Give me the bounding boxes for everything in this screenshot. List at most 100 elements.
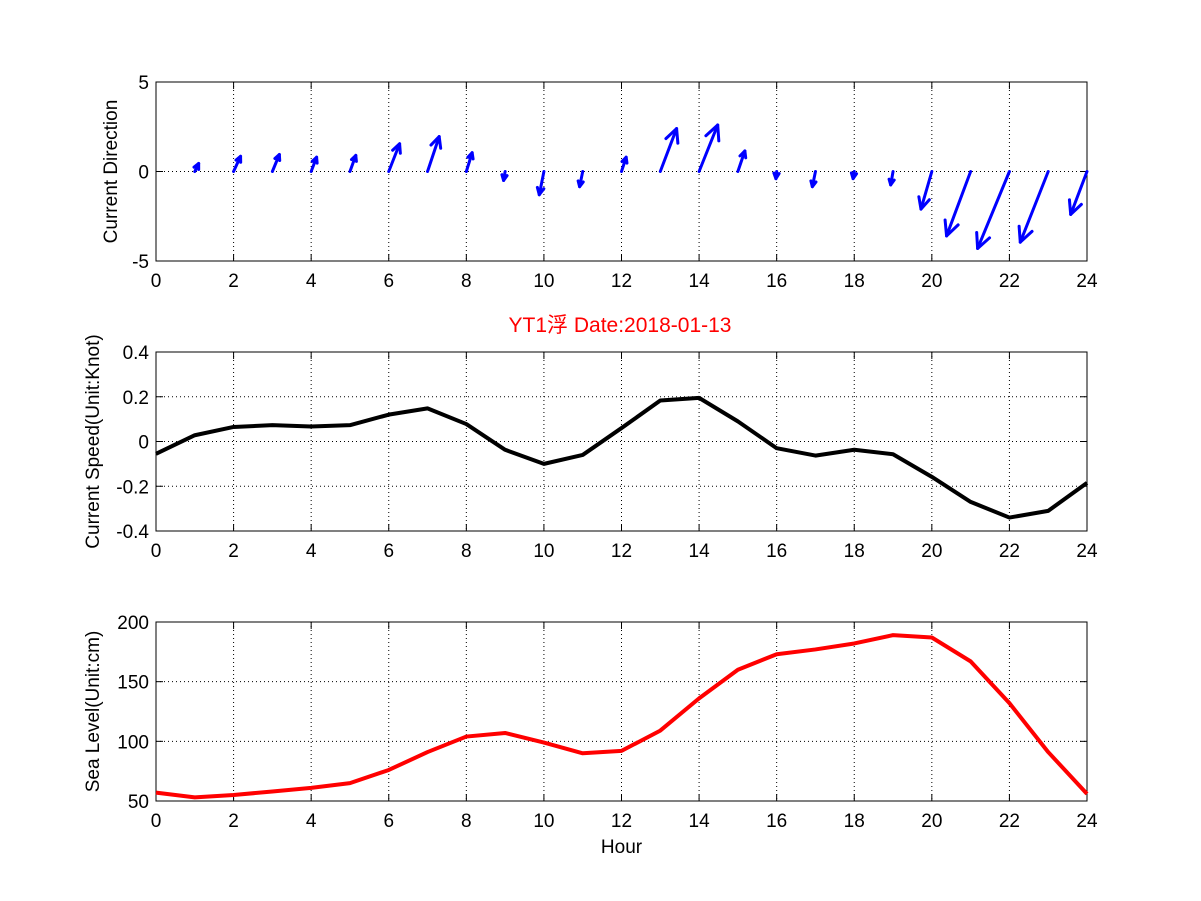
x-tick-label: 0	[151, 271, 162, 292]
arrow-head	[273, 152, 282, 162]
arrow-shaft	[537, 170, 546, 197]
chart-title: YT1浮 Date:2018-01-13	[509, 314, 732, 337]
arrow-head	[234, 154, 243, 164]
x-tick-label: 10	[533, 541, 554, 562]
quiver-arrow	[809, 170, 818, 189]
quiver-arrow	[309, 155, 319, 173]
arrow-head	[975, 230, 992, 250]
x-tick-label: 12	[611, 271, 632, 292]
arrow-head	[738, 149, 748, 160]
x-tick-label: 24	[1076, 271, 1098, 292]
y-tick-label: -0.4	[116, 522, 149, 543]
arrow-head	[809, 179, 818, 189]
quiver-arrow	[576, 170, 585, 189]
x-tick-label: 16	[766, 811, 787, 832]
arrow-head	[1017, 224, 1034, 244]
arrow-head	[704, 123, 721, 143]
quiver-arrow	[1067, 170, 1089, 216]
quiver-arrow	[464, 151, 475, 173]
x-tick-label: 20	[921, 271, 942, 292]
quiver-arrow	[348, 153, 358, 173]
arrow-head	[535, 185, 546, 197]
y-tick-label: 100	[117, 732, 149, 753]
x-tick-label: 16	[766, 271, 787, 292]
x-tick-label: 8	[461, 811, 472, 832]
x-tick-label: 4	[306, 271, 317, 292]
arrow-head	[466, 151, 475, 161]
arrow-shaft	[697, 123, 720, 173]
quiver-arrow	[535, 170, 546, 197]
quiver-arrow	[697, 123, 721, 173]
x-axis-label: Hour	[601, 837, 643, 858]
quiver-arrow	[849, 170, 859, 181]
arrow-head	[887, 177, 896, 187]
arrow-head	[664, 127, 680, 145]
x-tick-label: 16	[766, 541, 787, 562]
quiver-arrow	[270, 152, 282, 173]
x-tick-label: 18	[844, 271, 865, 292]
x-tick-label: 10	[533, 811, 554, 832]
quiver-arrow	[426, 135, 443, 173]
x-tick-label: 24	[1076, 541, 1098, 562]
arrow-shaft	[736, 149, 747, 173]
arrow-head	[620, 155, 629, 165]
arrow-shaft	[1069, 170, 1089, 216]
x-tick-label: 2	[228, 811, 239, 832]
y-axis-label: Current Speed(Unit:Knot)	[83, 334, 104, 548]
x-tick-label: 4	[306, 811, 317, 832]
speed-axes: 0 2 4 6 8 10 12 14 16 18 20 22 24-0.4-0.200.20.4Curr…	[83, 334, 1098, 562]
y-tick-label: 150	[117, 673, 149, 694]
arrow-shaft	[1018, 170, 1050, 244]
x-tick-label: 12	[611, 811, 632, 832]
x-tick-label: 22	[999, 811, 1020, 832]
x-tick-label: 6	[383, 811, 394, 832]
arrow-head	[943, 218, 960, 238]
quiver-arrow	[658, 127, 680, 173]
x-tick-label: 0	[151, 541, 162, 562]
y-tick-label: -5	[132, 252, 149, 273]
arrow-shaft	[919, 170, 934, 211]
arrow-head	[391, 142, 402, 155]
x-tick-label: 24	[1076, 811, 1098, 832]
arrow-head	[1067, 198, 1083, 216]
sealevel-series-line	[155, 633, 1089, 800]
y-tick-label: 5	[138, 73, 149, 94]
arrow-head	[310, 155, 319, 165]
quiver-arrow	[772, 170, 781, 181]
y-tick-label: 50	[128, 792, 149, 813]
arrow-shaft	[426, 135, 441, 173]
speed-series-line	[155, 395, 1089, 520]
quiver-arrow	[887, 170, 896, 187]
arrow-head	[192, 161, 201, 171]
arrow-head	[917, 195, 931, 211]
quiver-arrow	[620, 155, 629, 173]
x-tick-label: 22	[999, 271, 1020, 292]
x-tick-label: 0	[151, 811, 162, 832]
quiver-arrow	[917, 170, 934, 211]
x-tick-label: 2	[228, 541, 239, 562]
x-tick-label: 6	[383, 271, 394, 292]
x-tick-label: 18	[844, 811, 865, 832]
x-tick-label: 20	[921, 541, 942, 562]
x-tick-label: 8	[461, 541, 472, 562]
y-tick-label: 200	[117, 613, 149, 634]
arrow-head	[849, 171, 859, 181]
quiver-arrow	[232, 154, 243, 173]
y-tick-label: -0.2	[116, 477, 149, 498]
y-tick-label: 0.4	[123, 343, 150, 364]
x-tick-label: 18	[844, 541, 865, 562]
quiver-arrow	[500, 170, 509, 182]
y-tick-label: 0	[138, 163, 149, 184]
x-tick-label: 22	[999, 541, 1020, 562]
arrow-shaft	[976, 170, 1011, 250]
arrow-shaft	[658, 127, 679, 173]
x-tick-label: 6	[383, 541, 394, 562]
y-tick-label: 0	[138, 433, 149, 454]
y-axis-label: Current Direction	[101, 100, 122, 244]
x-tick-label: 10	[533, 271, 554, 292]
x-tick-label: 14	[689, 271, 711, 292]
quiver-arrow	[975, 170, 1011, 250]
